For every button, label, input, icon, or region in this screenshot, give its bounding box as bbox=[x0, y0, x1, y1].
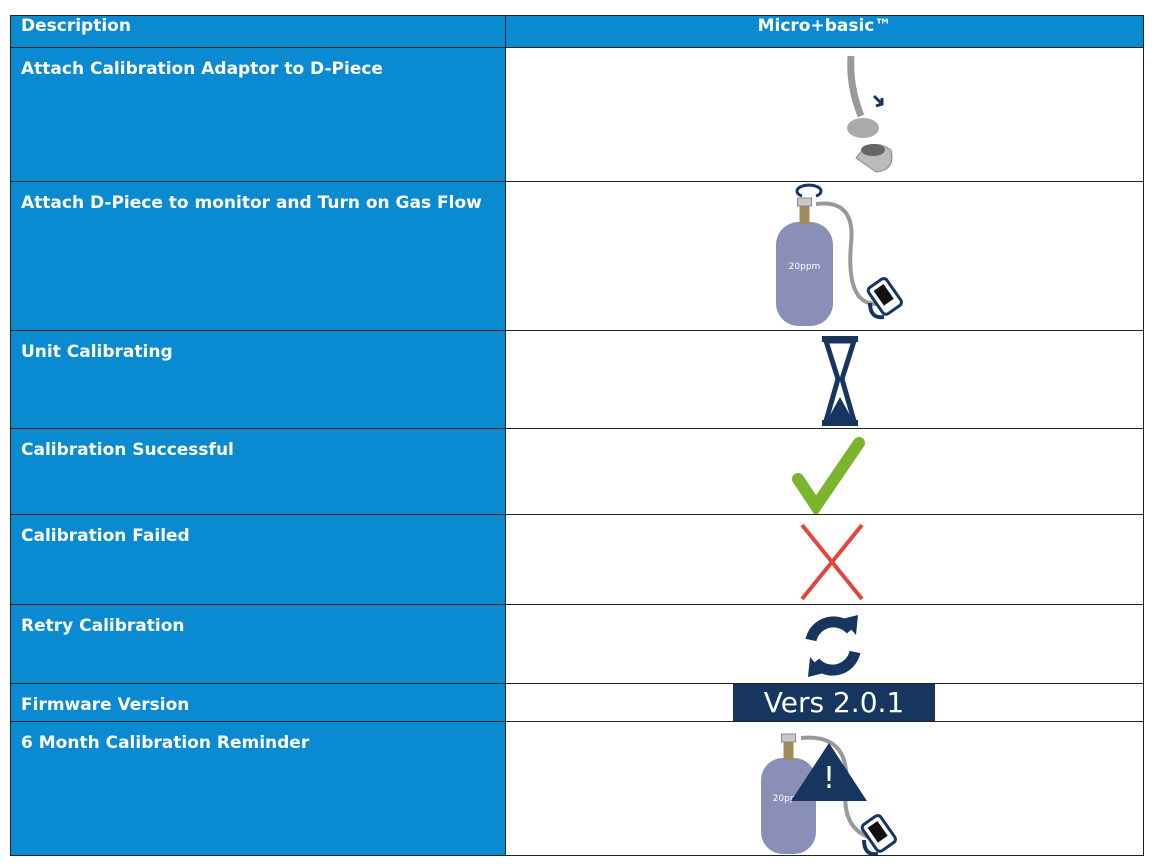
table-row: 6 Month Calibration Reminder 20ppm! bbox=[10, 721, 1144, 856]
calibration-table: Description Micro+basic™ Attach Calibrat… bbox=[10, 15, 1144, 856]
description-cell: Calibration Failed bbox=[10, 514, 506, 605]
icon-shape bbox=[842, 615, 858, 635]
description-cell: Retry Calibration bbox=[10, 604, 506, 684]
icon-cell: 20ppm bbox=[505, 181, 1144, 331]
cylinder-label: 20ppm bbox=[773, 794, 805, 804]
warning-mark: ! bbox=[823, 761, 835, 796]
icon-shape bbox=[815, 201, 877, 306]
status-icon bbox=[805, 615, 861, 677]
icon-cell bbox=[505, 514, 1144, 605]
status-icon bbox=[792, 437, 865, 514]
icon-shape bbox=[866, 277, 903, 316]
icon-cell: 20ppm! bbox=[505, 721, 1144, 856]
table-row: Attach Calibration Adaptor to D-Piece bbox=[10, 47, 1144, 182]
icon-shape bbox=[800, 523, 864, 601]
icon-shape bbox=[822, 338, 858, 424]
icon-shape bbox=[862, 839, 879, 855]
description-cell: Unit Calibrating bbox=[10, 330, 506, 429]
icon-shape bbox=[761, 758, 816, 854]
icon-shape bbox=[792, 437, 865, 514]
status-icon: 20ppm bbox=[776, 183, 903, 326]
table-row: Unit Calibrating bbox=[10, 330, 1144, 429]
icon-shape bbox=[847, 118, 879, 138]
header-row: Description Micro+basic™ bbox=[10, 15, 1144, 48]
description-cell: Attach D-Piece to monitor and Turn on Ga… bbox=[10, 181, 506, 331]
table-row: Firmware Version Vers 2.0.1 bbox=[10, 683, 1144, 722]
icon-shape bbox=[733, 684, 935, 721]
icon-cell bbox=[505, 47, 1144, 182]
status-icon bbox=[822, 336, 858, 426]
icon-shape bbox=[868, 302, 885, 320]
table-row: Calibration Failed bbox=[10, 514, 1144, 605]
icon-shape bbox=[872, 94, 884, 108]
icon-shape bbox=[810, 650, 861, 676]
icon-cell bbox=[505, 604, 1144, 684]
table-row: Calibration Successful bbox=[10, 428, 1144, 515]
header-cell: Micro+basic™ bbox=[505, 15, 1144, 48]
description-cell: Calibration Successful bbox=[10, 428, 506, 515]
icon-cell bbox=[505, 330, 1144, 429]
icon-shape bbox=[791, 743, 867, 801]
icon-shape bbox=[847, 55, 865, 118]
header-cell: Description bbox=[10, 15, 506, 48]
icon-shape bbox=[828, 397, 852, 419]
table-row: Retry Calibration bbox=[10, 604, 1144, 684]
icon-shape bbox=[873, 283, 894, 306]
icon-shape bbox=[860, 814, 897, 853]
table-head: Description Micro+basic™ bbox=[10, 15, 1144, 48]
table-body: Attach Calibration Adaptor to D-Piece Att… bbox=[10, 47, 1144, 856]
description-cell: 6 Month Calibration Reminder bbox=[10, 721, 506, 856]
icon-shape bbox=[867, 820, 888, 843]
icon-shape bbox=[805, 616, 856, 642]
icon-shape bbox=[797, 197, 812, 207]
icon-shape bbox=[808, 657, 824, 677]
description-cell: Firmware Version bbox=[10, 683, 506, 722]
description-cell: Attach Calibration Adaptor to D-Piece bbox=[10, 47, 506, 182]
icon-cell: Vers 2.0.1 bbox=[505, 683, 1144, 722]
icon-shape bbox=[861, 144, 885, 156]
icon-shape bbox=[781, 733, 796, 743]
table-row: Attach D-Piece to monitor and Turn on Ga… bbox=[10, 181, 1144, 331]
icon-shape bbox=[795, 183, 823, 198]
icon-shape bbox=[799, 204, 810, 224]
version-text: Vers 2.0.1 bbox=[764, 686, 904, 719]
icon-cell bbox=[505, 428, 1144, 515]
status-icon: 20ppm! bbox=[761, 733, 897, 855]
status-icon bbox=[800, 523, 864, 601]
status-icon: Vers 2.0.1 bbox=[733, 684, 935, 721]
icon-shape bbox=[776, 222, 833, 326]
cylinder-label: 20ppm bbox=[789, 262, 821, 272]
icon-shape bbox=[783, 740, 794, 760]
status-icon bbox=[847, 55, 893, 173]
